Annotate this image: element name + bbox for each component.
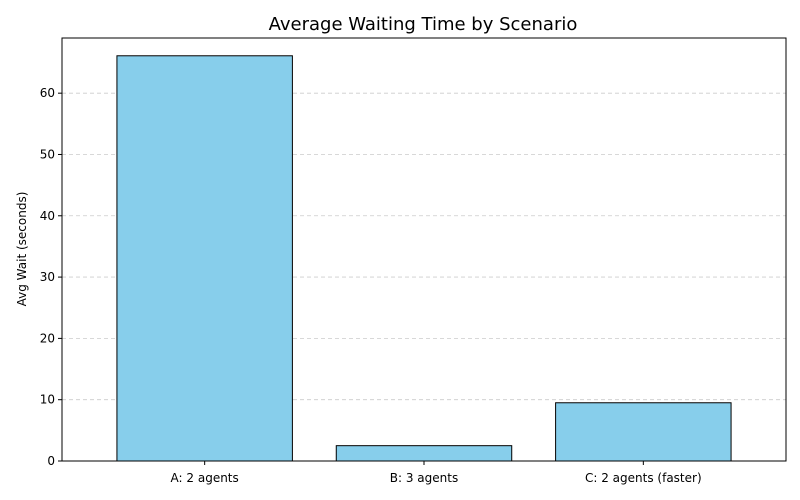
y-tick-label: 0: [47, 454, 55, 468]
plot-frame: [61, 37, 787, 462]
chart-title: Average Waiting Time by Scenario: [269, 14, 578, 35]
y-axis-title: Avg Wait (seconds): [15, 192, 29, 307]
x-axis-ticks: A: 2 agents B: 3 agents C: 2 agents (faste…: [171, 461, 702, 485]
bars: [116, 55, 732, 462]
y-tick-label: 40: [40, 209, 55, 223]
y-tick-label: 20: [40, 331, 55, 345]
y-tick-label: 30: [40, 270, 55, 284]
y-tick-label: 60: [40, 86, 55, 100]
x-tick-label: A: 2 agents: [171, 471, 239, 485]
y-tick-label: 10: [40, 393, 55, 407]
x-tick-label: C: 2 agents (faster): [585, 471, 702, 485]
bar: [555, 402, 732, 462]
bar: [335, 445, 513, 462]
y-tick-label: 50: [40, 147, 55, 161]
bar: [116, 55, 293, 462]
x-tick-label: B: 3 agents: [390, 471, 458, 485]
y-axis-ticks: 0 10 20 30 40 50 60: [40, 86, 62, 468]
